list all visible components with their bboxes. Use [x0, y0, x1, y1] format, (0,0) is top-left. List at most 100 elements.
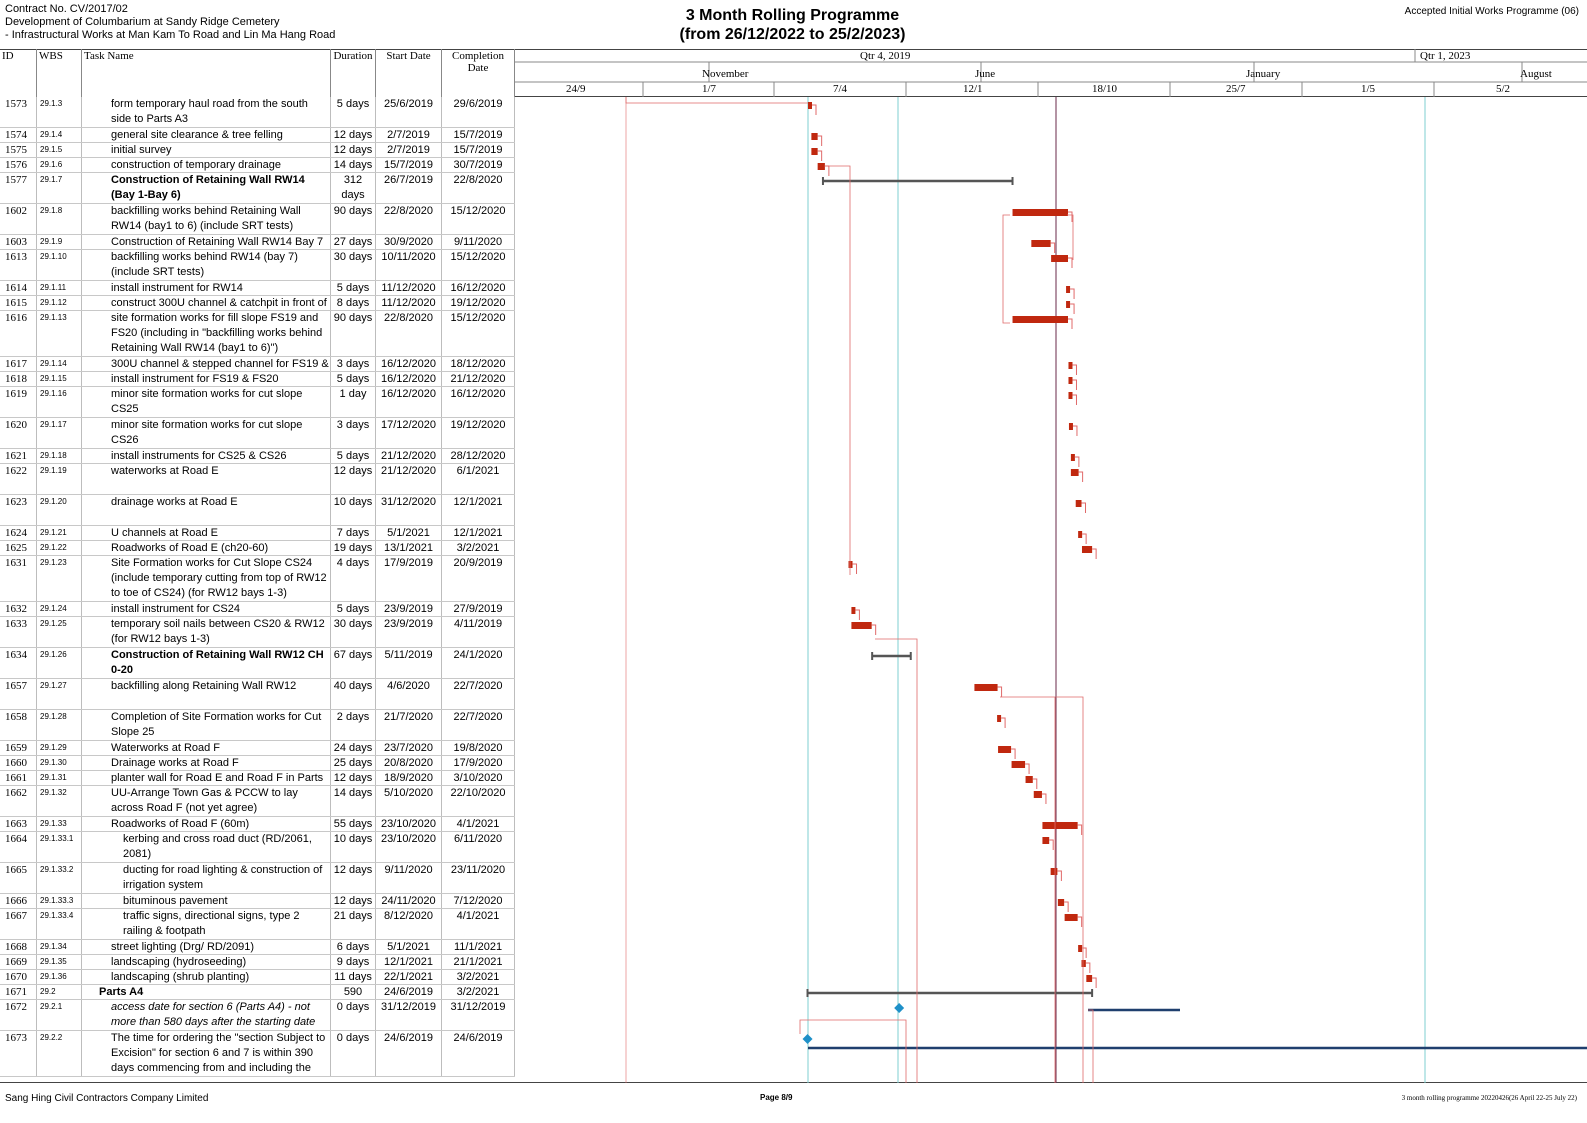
task-name: install instrument for FS19 & FS20 — [82, 372, 331, 386]
task-row[interactable]: 1618 29.1.15 install instrument for FS19 &… — [0, 372, 515, 387]
task-duration: 30 days — [331, 250, 376, 280]
dependency-link — [1082, 947, 1087, 958]
task-row[interactable]: 1576 29.1.6 construction of temporary drai… — [0, 158, 515, 173]
task-start-date: 2/7/2019 — [376, 143, 442, 157]
task-row[interactable]: 1623 29.1.20 drainage works at Road E 10 da… — [0, 495, 515, 526]
task-row[interactable]: 1664 29.1.33.1 kerbing and cross road duct… — [0, 832, 515, 863]
task-row[interactable]: 1667 29.1.33.4 traffic signs, directional … — [0, 909, 515, 940]
task-name: temporary soil nails between CS20 & RW12… — [82, 617, 331, 647]
task-name: access date for section 6 (Parts A4) - n… — [82, 1000, 331, 1030]
task-bar — [1066, 301, 1071, 308]
task-row[interactable]: 1658 29.1.28 Completion of Site Formation … — [0, 710, 515, 741]
milestone-marker — [894, 1003, 905, 1013]
task-row[interactable]: 1668 29.1.34 street lighting (Drg/ RD/2091… — [0, 940, 515, 955]
task-bar — [1068, 423, 1073, 430]
task-duration: 12 days — [331, 128, 376, 142]
task-wbs: 29.1.30 — [37, 756, 82, 770]
task-bar — [1012, 209, 1068, 216]
task-row[interactable]: 1575 29.1.5 initial survey 12 days 2/7/2019 1… — [0, 143, 515, 158]
task-row[interactable]: 1633 29.1.25 temporary soil nails between … — [0, 617, 515, 648]
task-wbs: 29.1.12 — [37, 296, 82, 310]
task-row[interactable]: 1665 29.1.33.2 ducting for road lighting &… — [0, 863, 515, 894]
task-id: 1625 — [0, 541, 37, 555]
task-row[interactable]: 1661 29.1.31 planter wall for Road E and R… — [0, 771, 515, 786]
task-completion-date: 29/6/2019 — [442, 97, 515, 127]
dependency-link — [855, 609, 860, 620]
task-completion-date: 19/8/2020 — [442, 741, 515, 755]
task-duration: 12 days — [331, 771, 376, 785]
task-name: ducting for road lighting & construction… — [82, 863, 331, 893]
task-row[interactable]: 1602 29.1.8 backfilling works behind Retai… — [0, 204, 515, 235]
gantt-frame — [0, 49, 1587, 1083]
task-row[interactable]: 1632 29.1.24 install instrument for CS24 5 … — [0, 602, 515, 617]
task-name: 300U channel & stepped channel for FS19 … — [82, 357, 331, 371]
task-row[interactable]: 1669 29.1.35 landscaping (hydroseeding) 9 d… — [0, 955, 515, 970]
task-wbs: 29.1.29 — [37, 741, 82, 755]
task-id: 1623 — [0, 495, 37, 525]
task-duration: 312 days — [331, 173, 376, 203]
task-row[interactable]: 1614 29.1.11 install instrument for RW14 5 … — [0, 281, 515, 296]
task-id: 1633 — [0, 617, 37, 647]
task-row[interactable]: 1660 29.1.30 Drainage works at Road F 25 da… — [0, 756, 515, 771]
task-duration: 5 days — [331, 372, 376, 386]
task-row[interactable]: 1662 29.1.32 UU-Arrange Town Gas & PCCW to… — [0, 786, 515, 817]
task-name: drainage works at Road E — [82, 495, 331, 525]
month-label: June — [975, 68, 996, 80]
task-duration: 5 days — [331, 449, 376, 463]
task-id: 1663 — [0, 817, 37, 831]
task-row[interactable]: 1573 29.1.3 form temporary haul road from … — [0, 97, 515, 128]
task-row[interactable]: 1617 29.1.14 300U channel & stepped channe… — [0, 357, 515, 372]
task-id: 1667 — [0, 909, 37, 939]
task-name: construction of temporary drainage — [82, 158, 331, 172]
task-completion-date: 28/12/2020 — [442, 449, 515, 463]
task-row[interactable]: 1574 29.1.4 general site clearance & tree … — [0, 128, 515, 143]
task-row[interactable]: 1577 29.1.7 Construction of Retaining Wall… — [0, 173, 515, 204]
task-row[interactable]: 1666 29.1.33.3 bituminous pavement 12 days 2… — [0, 894, 515, 909]
task-name: install instrument for CS24 — [82, 602, 331, 616]
task-completion-date: 12/1/2021 — [442, 495, 515, 525]
task-completion-date: 15/12/2020 — [442, 250, 515, 280]
task-bar — [1070, 454, 1075, 461]
task-completion-date: 6/1/2021 — [442, 464, 515, 494]
task-bar — [1033, 791, 1042, 798]
column-header-task-name: Task Name — [82, 49, 331, 97]
task-row[interactable]: 1657 29.1.27 backfilling along Retaining W… — [0, 679, 515, 710]
dependency-link — [1056, 696, 1084, 1083]
task-row[interactable]: 1672 29.2.1 access date for section 6 (Par… — [0, 1000, 515, 1031]
task-row[interactable]: 1659 29.1.29 Waterworks at Road F 24 days 23… — [0, 741, 515, 756]
task-start-date: 23/9/2019 — [376, 617, 442, 647]
task-row[interactable]: 1619 29.1.16 minor site formation works fo… — [0, 387, 515, 418]
task-row[interactable]: 1613 29.1.10 backfilling works behind RW14… — [0, 250, 515, 281]
task-bar — [817, 163, 825, 170]
task-row[interactable]: 1621 29.1.18 install instruments for CS25 … — [0, 449, 515, 464]
task-row[interactable]: 1631 29.1.23 Site Formation works for Cut … — [0, 556, 515, 602]
task-start-date: 22/1/2021 — [376, 970, 442, 984]
task-name: backfilling along Retaining Wall RW12 — [82, 679, 331, 709]
task-start-date: 24/6/2019 — [376, 1031, 442, 1076]
task-row[interactable]: 1670 29.1.36 landscaping (shrub planting) 1… — [0, 970, 515, 985]
task-wbs: 29.1.5 — [37, 143, 82, 157]
task-row[interactable]: 1620 29.1.17 minor site formation works fo… — [0, 418, 515, 449]
task-row[interactable]: 1622 29.1.19 waterworks at Road E 12 days 21… — [0, 464, 515, 495]
task-bar — [1081, 546, 1093, 553]
task-completion-date: 24/6/2019 — [442, 1031, 515, 1076]
task-row[interactable]: 1634 29.1.26 Construction of Retaining Wal… — [0, 648, 515, 679]
task-row[interactable]: 1625 29.1.22 Roadworks of Road E (ch20-60)… — [0, 541, 515, 556]
task-duration: 14 days — [331, 786, 376, 816]
task-id: 1613 — [0, 250, 37, 280]
task-id: 1665 — [0, 863, 37, 893]
task-row[interactable]: 1616 29.1.13 site formation works for fill… — [0, 311, 515, 357]
task-row[interactable]: 1673 29.2.2 The time for ordering the "sec… — [0, 1031, 515, 1077]
task-row[interactable]: 1663 29.1.33 Roadworks of Road F (60m) 55 d… — [0, 817, 515, 832]
task-wbs: 29.1.16 — [37, 387, 82, 417]
task-row[interactable]: 1603 29.1.9 Construction of Retaining Wall… — [0, 235, 515, 250]
task-row[interactable]: 1615 29.1.12 construct 300U channel & catc… — [0, 296, 515, 311]
task-name: general site clearance & tree felling — [82, 128, 331, 142]
task-start-date: 31/12/2019 — [376, 1000, 442, 1030]
task-wbs: 29.1.25 — [37, 617, 82, 647]
task-start-date: 11/12/2020 — [376, 296, 442, 310]
task-id: 1573 — [0, 97, 37, 127]
task-id: 1574 — [0, 128, 37, 142]
